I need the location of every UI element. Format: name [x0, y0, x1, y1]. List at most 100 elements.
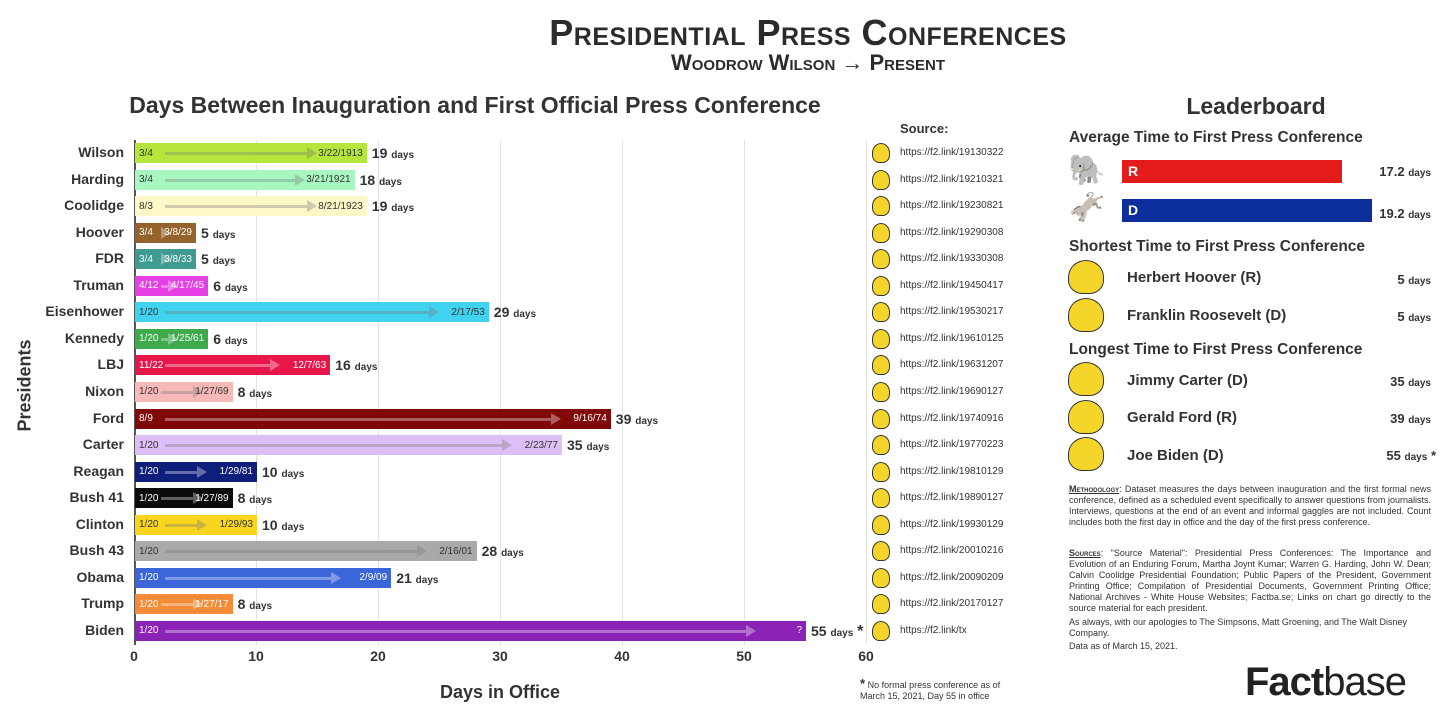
days-unit: days: [224, 335, 248, 347]
president-label: Kennedy: [64, 329, 124, 346]
days-unit: days: [391, 150, 415, 161]
gridline: [378, 140, 379, 645]
source-link[interactable]: https://f2.link/19210321: [900, 173, 1004, 185]
president-label: Bush 43: [69, 542, 124, 559]
source-link[interactable]: https://f2.link/19610125: [900, 332, 1004, 344]
avg-value-r: 17.2 days: [1379, 164, 1431, 179]
arrow-icon: [165, 412, 561, 425]
president-portrait-icon: [872, 567, 890, 588]
shortest-heading: Shortest Time to First Press Conference: [1069, 238, 1366, 255]
arrow-icon: [165, 545, 427, 558]
days-label: 55 days *: [811, 623, 863, 641]
source-link[interactable]: https://f2.link/19290308: [900, 226, 1004, 238]
days-unit: days: [212, 256, 236, 268]
x-tick-label: 0: [130, 648, 138, 664]
days-unit: days: [224, 282, 248, 294]
days-label: 8 days: [238, 596, 272, 612]
president-label: Hoover: [75, 223, 124, 240]
days-value: 10: [262, 516, 278, 533]
bar-nixon: 1/20 1/27/69: [135, 381, 233, 402]
days-value: 18: [359, 171, 376, 188]
bar-end-date: 4/17/45: [170, 280, 205, 292]
methodology-note: Methodology: Dataset measures the days b…: [1069, 484, 1431, 527]
president-portrait-icon: [872, 355, 890, 376]
days-value: 35: [567, 437, 583, 454]
source-link[interactable]: https://f2.link/19450417: [900, 279, 1004, 291]
president-portrait-icon: [872, 514, 890, 535]
days-value: 39: [615, 410, 632, 427]
source-link[interactable]: https://f2.link/19530217: [900, 306, 1004, 318]
president-label: Carter: [82, 436, 124, 453]
days-unit: days: [501, 548, 524, 560]
bar-start-date: 1/20: [139, 386, 159, 398]
president-label: Truman: [73, 276, 124, 293]
source-link[interactable]: https://f2.link/19890127: [900, 492, 1004, 504]
bar-start-date: 3/4: [139, 253, 153, 265]
days-label: 16 days: [335, 357, 377, 373]
page-title: Presidential Press Conferences: [549, 12, 1067, 53]
longest-value: 39 days: [1390, 411, 1431, 426]
source-link[interactable]: https://f2.link/19930129: [900, 518, 1004, 530]
days-label: 6 days: [213, 331, 247, 347]
biden-portrait-icon: [1068, 437, 1104, 471]
bar-end-date: 1/27/69: [195, 386, 229, 398]
bar-truman: 4/12 4/17/45: [135, 275, 209, 296]
days-unit: days: [830, 627, 854, 639]
bar-end-date: 8/21/1923: [318, 200, 363, 212]
days-label: 5 days: [201, 225, 235, 241]
apologies-note: As always, with our apologies to The Sim…: [1069, 617, 1407, 638]
footnote-mark: *: [860, 676, 866, 691]
arrow-icon: [165, 200, 317, 213]
source-link[interactable]: https://f2.link/19330308: [900, 253, 1004, 265]
days-value: 6: [213, 330, 221, 347]
bar-end-date: 3/8/29: [164, 227, 192, 239]
bar-wilson: 3/4 3/22/1913: [135, 143, 367, 163]
bar-ford: 8/9 9/16/74: [135, 408, 611, 429]
bar-end-date: 1/27/17: [195, 598, 229, 610]
arrow-icon: [165, 173, 305, 186]
days-label: 21 days: [396, 570, 438, 586]
president-portrait-icon: [872, 408, 890, 429]
president-portrait-icon: [872, 381, 890, 402]
bar-bush-43: 1/20 2/16/01: [135, 541, 477, 562]
longest-value: 35 days: [1390, 374, 1431, 389]
gridline: [866, 140, 867, 645]
bar-end-date: ?: [796, 625, 802, 637]
source-link[interactable]: https://f2.link/19130322: [900, 147, 1004, 158]
source-link[interactable]: https://f2.link/19230821: [900, 200, 1004, 212]
president-portrait-icon: [872, 169, 890, 190]
source-link[interactable]: https://f2.link/19631207: [900, 359, 1004, 371]
president-portrait-icon: [872, 196, 890, 217]
source-link[interactable]: https://f2.link/20170127: [900, 598, 1004, 610]
source-link[interactable]: https://f2.link/19770223: [900, 439, 1004, 451]
source-heading: Source:: [900, 121, 949, 136]
gridline: [744, 140, 745, 645]
days-label: 19 days: [372, 145, 414, 161]
bar-start-date: 1/20: [139, 545, 159, 557]
bar-end-date: 3/22/1913: [318, 147, 363, 159]
days-value: 6: [213, 277, 221, 294]
source-link[interactable]: https://f2.link/20010216: [900, 545, 1004, 557]
bar-end-date: 3/8/33: [164, 253, 192, 265]
fdr-portrait-icon: [1068, 298, 1104, 332]
days-value: 19: [371, 198, 388, 215]
days-unit: days: [513, 309, 537, 321]
source-link[interactable]: https://f2.link/tx: [900, 624, 967, 636]
president-portrait-icon: [872, 222, 890, 243]
days-value: 21: [396, 569, 412, 586]
gridline: [622, 140, 623, 645]
source-link[interactable]: https://f2.link/19690127: [900, 385, 1004, 397]
days-label: 19 days: [372, 198, 414, 214]
longest-value: 55 days *: [1386, 448, 1436, 463]
source-link[interactable]: https://f2.link/20090209: [900, 571, 1004, 583]
arrow-icon: [165, 465, 207, 478]
source-link[interactable]: https://f2.link/19740916: [900, 412, 1004, 424]
days-unit: days: [249, 388, 273, 400]
bar-start-date: 1/20: [139, 439, 159, 451]
footnote: * No formal press conference as of March…: [860, 676, 1020, 702]
president-portrait-icon: [872, 143, 890, 163]
days-label: 10 days: [262, 464, 304, 480]
x-tick-label: 50: [736, 648, 752, 664]
source-link[interactable]: https://f2.link/19810129: [900, 465, 1004, 477]
gridline: [500, 140, 501, 645]
